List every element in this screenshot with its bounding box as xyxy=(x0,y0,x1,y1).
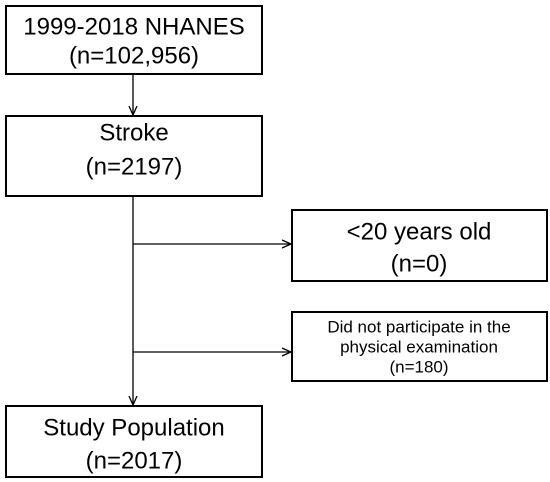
box-text: (n=180) xyxy=(389,357,448,376)
box-text: (n=102,956) xyxy=(69,42,199,69)
box xyxy=(291,311,548,382)
box-text: 1999-2018 NHANES xyxy=(23,13,244,40)
box-text: <20 years old xyxy=(347,218,492,245)
box xyxy=(5,115,263,197)
box-text: (n=2197) xyxy=(86,153,183,180)
box-text: Stroke xyxy=(99,119,168,146)
box-text: physical examination xyxy=(340,337,498,356)
box-text: (n=2017) xyxy=(86,447,183,474)
box xyxy=(5,5,263,75)
box-text: Did not participate in the xyxy=(327,317,510,336)
box xyxy=(291,209,548,282)
box-text: (n=0) xyxy=(391,250,448,277)
box xyxy=(5,405,263,478)
box-text: Study Population xyxy=(43,414,224,441)
